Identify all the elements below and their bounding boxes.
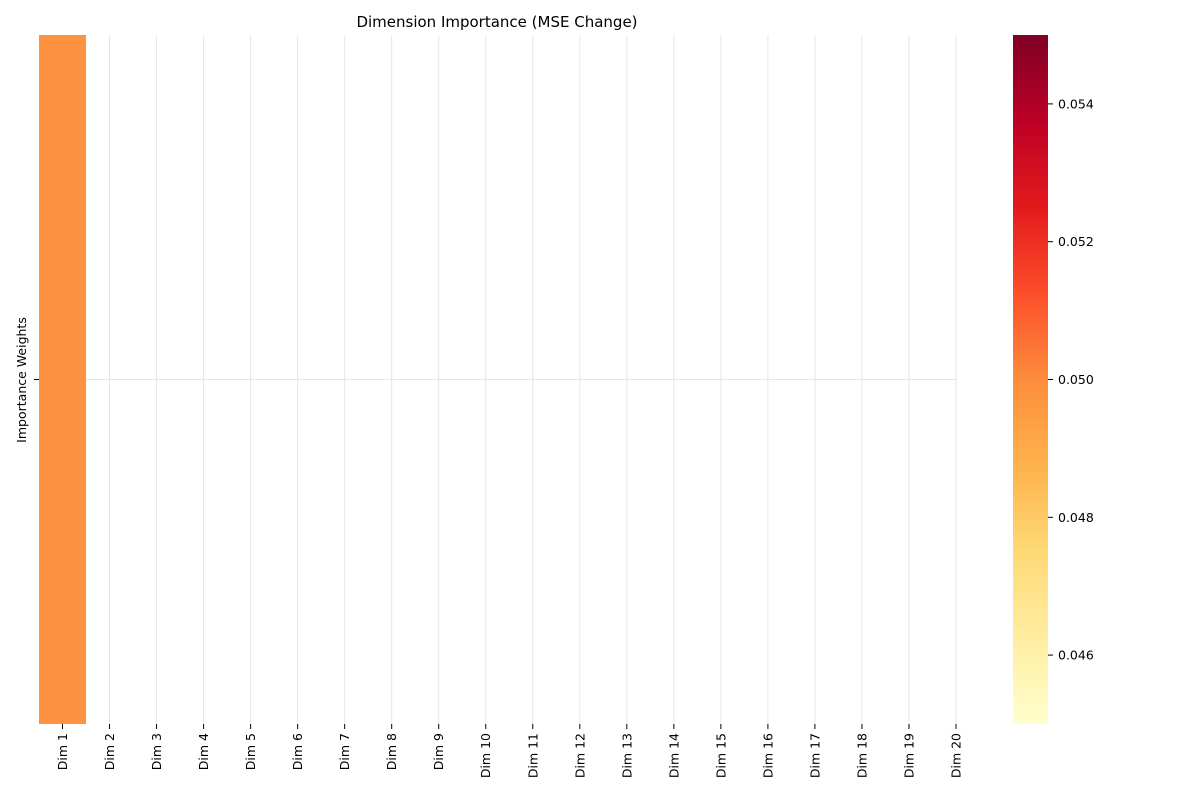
chart-title: Dimension Importance (MSE Change): [356, 13, 637, 31]
x-tick-label: Dim 8: [384, 733, 399, 770]
x-tick-label: Dim 11: [525, 733, 540, 778]
colorbar-tick-label: 0.052: [1058, 234, 1094, 249]
x-tick-label: Dim 7: [337, 733, 352, 770]
colorbar-gradient: [1013, 35, 1048, 724]
colorbar-tick-label: 0.046: [1058, 648, 1094, 663]
heatmap-cells: [39, 35, 87, 724]
x-tick-label: Dim 4: [196, 733, 211, 770]
grid-lines: [39, 35, 957, 724]
colorbar-tick-label: 0.054: [1058, 96, 1094, 111]
x-tick-label: Dim 9: [431, 733, 446, 770]
x-tick-label: Dim 18: [854, 733, 869, 778]
colorbar-tick-label: 0.050: [1058, 372, 1094, 387]
x-axis-ticks: Dim 1 Dim 2 Dim 3 Dim 4 Dim 5 Dim 6 Dim 7 Dim 8…: [55, 724, 964, 778]
x-tick-label: Dim 16: [760, 733, 775, 778]
x-tick-label: Dim 3: [149, 733, 164, 770]
x-tick-label: Dim 10: [478, 733, 493, 778]
heatmap-cell: [39, 35, 87, 724]
x-tick-label: Dim 1: [55, 733, 70, 770]
x-tick-label: Dim 12: [572, 733, 587, 778]
x-tick-label: Dim 2: [102, 733, 117, 770]
x-tick-label: Dim 19: [901, 733, 916, 778]
x-tick-label: Dim 20: [949, 733, 964, 778]
x-tick-label: Dim 15: [713, 733, 728, 778]
y-axis-label: Importance Weights: [14, 317, 29, 443]
x-tick-label: Dim 13: [619, 733, 634, 778]
x-tick-label: Dim 14: [666, 733, 681, 778]
x-tick-label: Dim 17: [807, 733, 822, 778]
x-tick-label: Dim 6: [290, 733, 305, 770]
x-tick-label: Dim 5: [243, 733, 258, 770]
colorbar-tick-label: 0.048: [1058, 510, 1094, 525]
colorbar: 0.046 0.048 0.050 0.052 0.054: [1013, 35, 1094, 724]
